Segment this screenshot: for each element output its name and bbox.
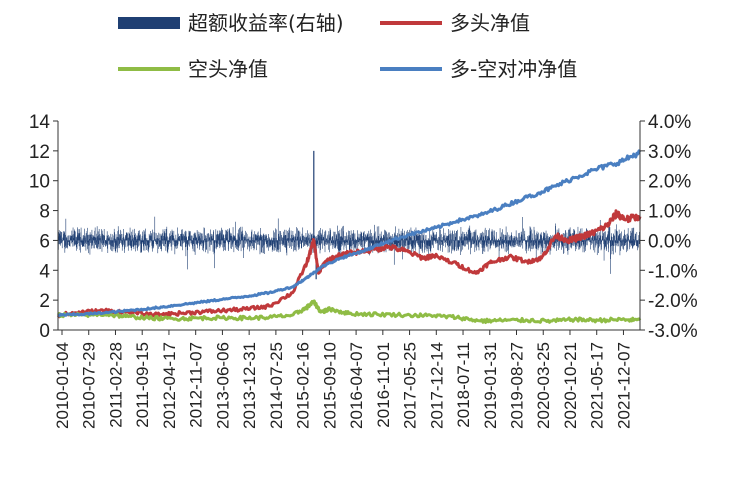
legend-label-0: 超额收益率(右轴) xyxy=(188,11,344,35)
series-line-0 xyxy=(56,209,642,319)
right-tick-label: 2.0% xyxy=(648,172,691,193)
legend-label-3: 多-空对冲净值 xyxy=(450,57,577,81)
x-tick-label: 2012-04-17 xyxy=(160,342,179,429)
left-tick-label: 2 xyxy=(39,291,50,312)
left-tick-label: 0 xyxy=(39,321,50,342)
x-tick-label: 2012-11-07 xyxy=(187,342,206,428)
excess-return-bars xyxy=(57,150,641,280)
x-tick-label: 2018-07-11 xyxy=(454,342,473,428)
x-tick-label: 2020-10-21 xyxy=(561,342,580,429)
x-tick-label: 2011-09-15 xyxy=(133,342,152,428)
x-tick-label: 2011-02-28 xyxy=(106,342,125,428)
axes: 0 2 4 6 8 10 12 14 -3.0% -2.0% -1.0% 0.0% 1.0% 2.0% 3.… xyxy=(29,112,698,429)
right-tick-label: 0.0% xyxy=(648,231,691,252)
right-tick-label: 3.0% xyxy=(648,142,691,163)
right-tick-label: -2.0% xyxy=(648,291,698,312)
series-line-2 xyxy=(57,149,642,318)
x-tick-label: 2019-01-31 xyxy=(481,342,500,429)
right-tick-label: 4.0% xyxy=(648,112,691,133)
x-tick-label: 2015-02-16 xyxy=(294,342,313,429)
x-tick-label: 2015-09-10 xyxy=(320,342,339,429)
x-tick-label: 2013-12-31 xyxy=(240,342,259,429)
x-tick-label: 2019-08-27 xyxy=(508,342,527,429)
left-tick-label: 12 xyxy=(29,142,50,163)
left-tick-label: 4 xyxy=(39,261,50,282)
x-tick-label: 2021-12-07 xyxy=(614,342,633,429)
x-tick-label: 2016-11-01 xyxy=(374,342,393,428)
legend-label-2: 空头净值 xyxy=(188,57,268,81)
x-tick-label: 2017-05-25 xyxy=(401,342,420,429)
x-tick-label: 2010-07-29 xyxy=(80,342,99,429)
right-tick-label: -3.0% xyxy=(648,321,698,342)
x-tick-label: 2021-05-17 xyxy=(588,342,607,429)
left-tick-label: 10 xyxy=(29,172,50,193)
net-value-lines xyxy=(56,149,642,324)
left-tick-label: 6 xyxy=(39,231,50,252)
x-tick-label: 2013-06-06 xyxy=(213,342,232,429)
left-tick-label: 8 xyxy=(39,202,50,223)
right-tick-label: 1.0% xyxy=(648,202,691,223)
x-tick-label: 2020-03-25 xyxy=(534,342,553,429)
x-tick-label: 2017-12-14 xyxy=(427,342,446,429)
series-line-1 xyxy=(56,299,642,324)
legend-label-1: 多头净值 xyxy=(450,11,530,35)
x-tick-label: 2010-01-04 xyxy=(53,342,72,429)
x-tick-label: 2014-07-25 xyxy=(267,342,286,429)
right-tick-label: -1.0% xyxy=(648,261,698,282)
x-tick-label: 2016-04-07 xyxy=(347,342,366,429)
left-tick-label: 14 xyxy=(29,112,51,133)
legend-swatch-0 xyxy=(118,17,180,29)
